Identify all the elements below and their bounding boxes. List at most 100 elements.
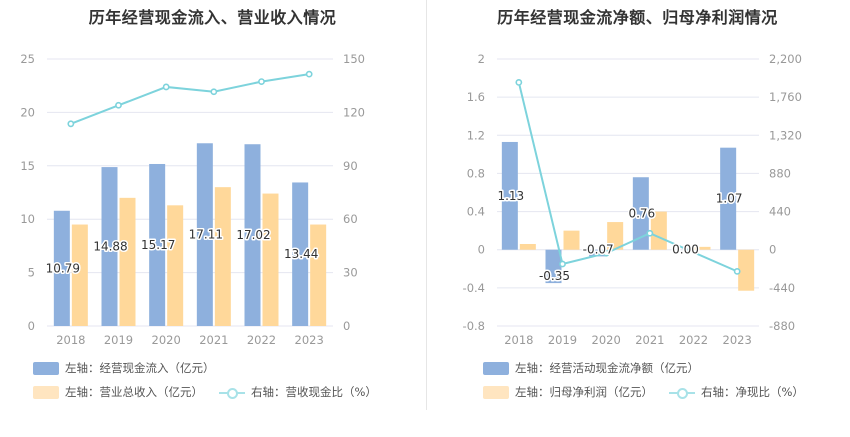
right-chart-right-tick-label: 2,200 (769, 52, 802, 66)
left-chart-bar2-2019 (119, 197, 136, 326)
left-legend-bar2[interactable]: 左轴：营业总收入（亿元） (33, 384, 203, 400)
right-chart-left-tick-label: 1.6 (467, 90, 485, 104)
right-chart-category-label: 2020 (592, 333, 621, 347)
left-chart-data-label: 15.17 (141, 238, 175, 252)
left-legend-row-2: 左轴：营业总收入（亿元） 右轴：营收现金比（%） (33, 384, 413, 400)
right-chart-data-label: 0.76 (628, 206, 655, 220)
left-chart-bar2-2023 (310, 224, 327, 326)
left-chart-data-label: 13.44 (284, 247, 318, 261)
left-chart-category-label: 2020 (152, 333, 181, 347)
left-legend-line-swatch (219, 386, 245, 399)
right-chart-data-label: 1.07 (716, 192, 743, 206)
right-chart-bar-2021 (632, 177, 649, 250)
right-legend-line[interactable]: 右轴：净现比（%） (669, 384, 804, 400)
left-legend-bar2-swatch (33, 385, 59, 399)
right-chart-bar-2023 (720, 147, 737, 250)
left-legend-line[interactable]: 右轴：营收现金比（%） (219, 384, 377, 400)
right-chart-bar2-2019 (563, 230, 580, 250)
right-legend-line-swatch (669, 386, 695, 399)
right-chart-right-tick-label: 1,320 (769, 128, 802, 142)
left-chart-bar2-2021 (214, 187, 231, 326)
left-chart-plot: 0 5 10 15 20 25 0 30 60 90 120 150 2018 2019 2020 2021 2… (20, 52, 365, 347)
right-legend-bar2[interactable]: 左轴：归母净利润（亿元） (483, 384, 653, 400)
right-legend-bar1-swatch (483, 361, 509, 375)
right-chart-category-label: 2018 (504, 333, 533, 347)
left-chart-left-tick-label: 25 (20, 52, 35, 66)
right-legend-bar2-swatch (483, 385, 509, 399)
panel-divider (426, 0, 427, 410)
left-chart-bar-2021 (196, 143, 213, 326)
right-chart-line-series (517, 82, 738, 273)
left-chart-left-tick-label: 5 (28, 266, 35, 280)
right-chart-left-tick-label: 0.8 (467, 166, 485, 180)
right-chart-line-point (515, 79, 523, 86)
right-chart-right-tick-label: -440 (769, 281, 795, 295)
left-chart-left-tick-label: 20 (20, 105, 35, 119)
right-chart-category-label: 2023 (723, 333, 752, 347)
left-chart-line-point (67, 120, 75, 128)
left-chart-right-tick-label: 120 (343, 105, 365, 119)
right-chart-data-label: -0.35 (539, 269, 570, 283)
left-chart-right-tick-label: 90 (343, 159, 358, 173)
right-chart-right-tick-label: -880 (769, 319, 795, 333)
left-legend-bar2-label: 左轴：营业总收入（亿元） (65, 385, 203, 399)
right-chart-line-point (559, 260, 566, 268)
right-chart-left-tick-label: -0.8 (463, 319, 485, 333)
right-chart-data-label: -0.07 (583, 242, 614, 256)
right-chart-right-tick-label: 1,760 (769, 90, 802, 104)
right-chart-line-point (733, 267, 741, 275)
right-legend-bar2-label: 左轴：归母净利润（亿元） (515, 385, 653, 399)
right-chart-right-tick-label: 440 (769, 205, 791, 219)
left-legend-bar1[interactable]: 左轴：经营现金流入（亿元） (33, 360, 215, 376)
right-chart-right-tick-label: 0 (769, 243, 776, 257)
right-chart-plot: -0.8 -0.4 0 0.4 0.8 1.2 1.6 2 -880 -440 0 440 880 1,3… (463, 52, 802, 347)
right-chart-bar2-2022 (694, 246, 711, 250)
left-legend-bar1-swatch (33, 361, 59, 375)
right-chart-line-point (646, 229, 654, 237)
left-chart-data-label: 14.88 (93, 240, 127, 254)
right-chart-left-tick-label: 2 (478, 52, 485, 66)
left-chart-bar2-2018 (71, 224, 88, 326)
right-legend-bar1-label: 左轴：经营活动现金流净额（亿元） (515, 361, 699, 375)
left-chart-line-series (70, 73, 310, 125)
left-chart-line-point (210, 88, 218, 96)
left-chart-bar2-2020 (167, 205, 184, 326)
left-chart-category-label: 2021 (199, 333, 228, 347)
left-chart-bar-2019 (101, 167, 118, 326)
right-chart-right-tick-label: 880 (769, 166, 791, 180)
left-chart-bar-2018 (53, 210, 70, 326)
right-legend-line-label: 右轴：净现比（%） (701, 385, 804, 399)
right-chart-category-label: 2019 (548, 333, 577, 347)
right-legend-row-2: 左轴：归母净利润（亿元） 右轴：净现比（%） (483, 384, 843, 400)
right-legend-bar1[interactable]: 左轴：经营活动现金流净额（亿元） (483, 360, 699, 376)
left-chart-category-label: 2023 (295, 333, 324, 347)
right-chart-left-tick-label: -0.4 (463, 281, 485, 295)
right-chart-panel: 历年经营现金流净额、归母净利润情况 -0.8 -0.4 0 0.4 0.8 1.2 1.6 2… (425, 0, 850, 437)
right-legend-row-1: 左轴：经营活动现金流净额（亿元） (483, 360, 843, 376)
left-chart-right-tick-label: 30 (343, 266, 358, 280)
right-chart-bar-2020 (589, 249, 606, 257)
left-chart-panel: 历年经营现金流入、营业收入情况 0 5 10 15 20 25 0 30 60 90 120 150 2… (20, 8, 413, 400)
left-legend-row-1: 左轴：经营现金流入（亿元） (33, 360, 413, 376)
left-chart-line-point (258, 78, 265, 86)
right-chart-line-point (602, 249, 610, 257)
left-chart-right-tick-label: 60 (343, 212, 358, 226)
right-chart-bar2-2021 (650, 211, 667, 250)
left-chart-data-label: 10.79 (46, 261, 80, 275)
left-chart-category-label: 2019 (104, 333, 133, 347)
left-chart-left-tick-label: 10 (20, 212, 35, 226)
right-chart-data-label: 1.13 (497, 189, 524, 203)
left-chart-title: 历年经营现金流入、营业收入情况 (88, 8, 337, 27)
right-chart-left-tick-label: 0 (478, 243, 485, 257)
left-chart-line-point (305, 70, 313, 78)
left-chart-line-point (115, 101, 122, 109)
left-chart-category-label: 2018 (56, 333, 85, 347)
left-chart-right-tick-label: 0 (343, 319, 350, 333)
left-chart-bar-2022 (244, 144, 261, 326)
left-chart-bar-2020 (149, 163, 166, 326)
left-chart-data-label: 17.02 (236, 228, 270, 242)
right-chart-data-label: 0.00 (672, 243, 699, 257)
right-chart-title: 历年经营现金流净额、归母净利润情况 (497, 8, 778, 27)
right-chart-left-tick-label: 1.2 (467, 128, 485, 142)
left-chart-category-label: 2022 (247, 333, 276, 347)
